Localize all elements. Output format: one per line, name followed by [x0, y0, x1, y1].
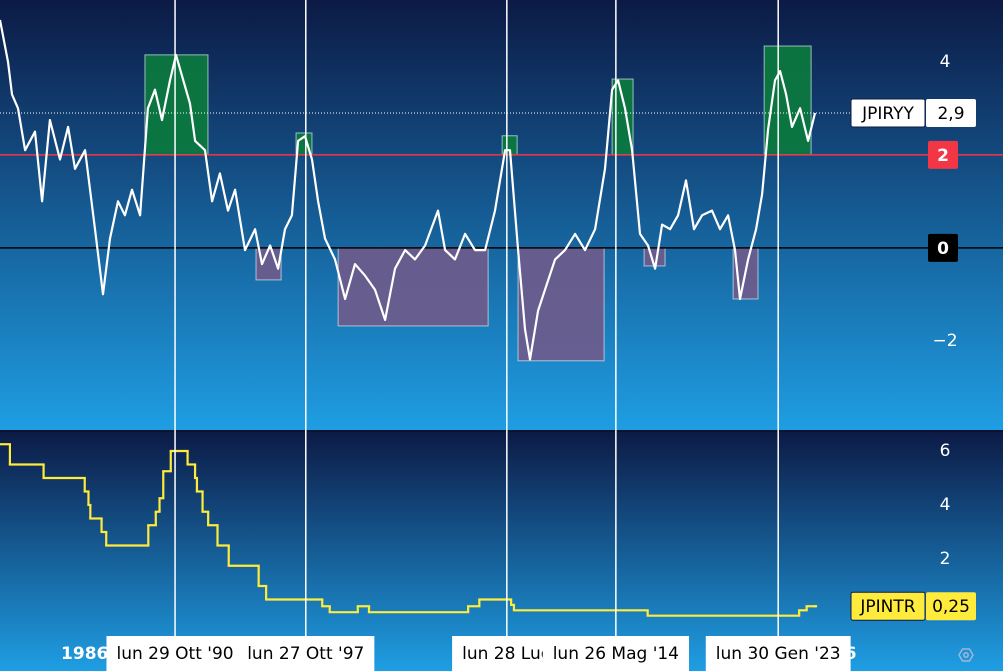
highlight-zone: [517, 247, 605, 362]
last-value-box: [926, 592, 976, 621]
last-value-label: 0,25: [932, 597, 970, 617]
level-label: 0: [937, 239, 949, 259]
highlight-zone: [144, 54, 209, 156]
marker-label-box: [106, 636, 244, 671]
y-tick-label: 4: [940, 495, 951, 515]
marker-label-box: [542, 636, 690, 671]
legend-entry: JPIRYY: [861, 104, 914, 124]
y-tick-label: −2: [932, 331, 957, 351]
marker-label-box: [237, 636, 375, 671]
marker-label: lun 28 Lug: [462, 644, 551, 664]
marker-label: lun 26 Mag '14: [553, 644, 679, 664]
highlight-zone: [337, 247, 489, 327]
level-label-box: [928, 140, 958, 169]
level-label: 2: [937, 146, 949, 166]
y-tick-label: 6: [940, 441, 951, 461]
series-line: [0, 19, 817, 361]
y-tick-label: 2: [940, 549, 951, 569]
y-tick-label: 4: [940, 52, 951, 72]
marker-label: lun 30 Gen '23: [716, 644, 841, 664]
series-name-box: [850, 98, 926, 128]
settings-icon[interactable]: [958, 648, 974, 662]
x-tick-label: 1986: [61, 644, 108, 664]
marker-label: lun 27 Ott '97: [247, 644, 364, 664]
highlight-zone: [643, 247, 666, 267]
series-name-box: [850, 591, 926, 621]
marker-label: lun 29 Ott '90: [116, 644, 233, 664]
level-label-box: [928, 233, 958, 262]
legend-entry: JPINTR: [859, 597, 915, 617]
marker-label-box: [705, 636, 851, 671]
last-value-box: [926, 98, 976, 127]
last-value-label: 2,9: [937, 104, 964, 124]
bottom-pane: [0, 431, 1003, 671]
